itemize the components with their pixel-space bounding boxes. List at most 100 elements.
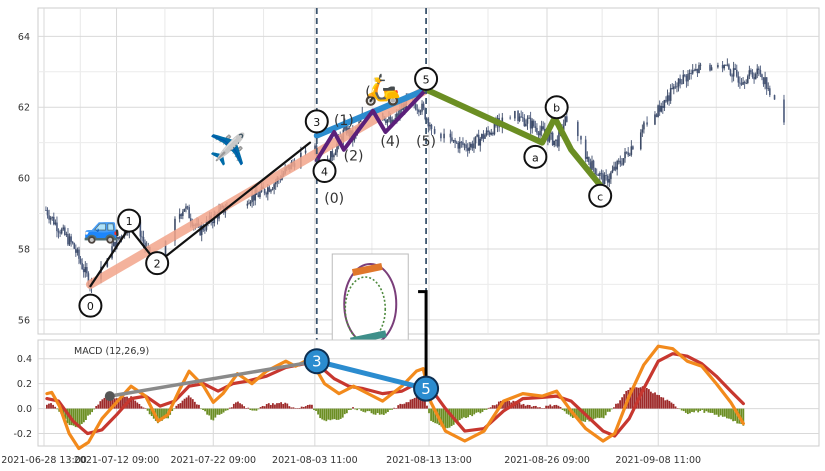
candle-body <box>488 132 491 135</box>
wave-label-text: c <box>597 190 603 203</box>
histogram-bar <box>82 408 85 423</box>
wave-label-1: 1 <box>117 208 142 233</box>
candle-body <box>422 103 425 109</box>
paren-label: (4) <box>380 134 400 150</box>
candle-body <box>723 64 725 69</box>
histogram-bar <box>350 408 352 410</box>
histogram-bar <box>173 408 176 410</box>
histogram-bar <box>76 408 79 428</box>
histogram-bar <box>444 408 447 429</box>
histogram-bar <box>491 405 494 409</box>
histogram-bar <box>393 407 396 409</box>
candle-body <box>200 225 203 236</box>
histogram-bar <box>323 408 326 421</box>
candle-body <box>67 233 69 245</box>
histogram-bar <box>362 408 365 412</box>
histogram-bar <box>329 408 332 421</box>
candle-body <box>695 69 697 71</box>
histogram-bar <box>647 389 650 409</box>
histogram-bar <box>573 408 576 418</box>
histogram-bar <box>48 403 50 409</box>
histogram-bar <box>666 399 669 409</box>
histogram-bar <box>364 408 367 413</box>
candle-body <box>764 77 766 85</box>
candle-body <box>526 118 529 124</box>
candle-body <box>710 67 713 71</box>
candle-body <box>594 168 596 175</box>
macd-y-tick: 0.2 <box>17 379 32 390</box>
candle-body <box>463 144 466 146</box>
histogram-bar <box>107 397 110 409</box>
histogram-bar <box>243 406 246 409</box>
wave-label-c: c <box>588 183 613 208</box>
candle-body <box>263 188 266 194</box>
histogram-bar <box>294 408 297 409</box>
histogram-bar <box>578 408 580 420</box>
candle-body <box>451 137 453 141</box>
paren-label: (5) <box>416 134 436 150</box>
candle-body <box>59 232 61 234</box>
macd-circle-text: 5 <box>421 380 431 398</box>
candle-body <box>534 126 537 128</box>
histogram-bar <box>292 407 295 409</box>
histogram-bar <box>656 394 658 409</box>
histogram-bar <box>274 404 276 409</box>
histogram-bar <box>469 408 472 415</box>
histogram-bar <box>623 394 626 409</box>
candle-body <box>531 120 533 129</box>
candle-body <box>492 132 494 135</box>
candle-body <box>668 95 670 101</box>
histogram-bar <box>222 408 225 413</box>
histogram-bar <box>619 400 621 409</box>
candle-body <box>759 69 762 75</box>
candle-body <box>539 130 541 136</box>
histogram-bar <box>411 398 414 409</box>
histogram-bar <box>130 396 133 409</box>
histogram-bar <box>662 397 665 409</box>
candle-body <box>397 113 400 117</box>
histogram-bar <box>282 403 285 409</box>
histogram-bar <box>682 408 685 412</box>
histogram-bar <box>257 408 260 410</box>
histogram-bar <box>641 386 644 409</box>
histogram-bar <box>187 395 190 409</box>
paren-label: (1) <box>334 113 354 129</box>
histogram-bar <box>280 402 283 409</box>
histogram-bar <box>150 408 153 417</box>
histogram-bar <box>567 408 570 415</box>
candle-body <box>484 135 486 139</box>
candle-body <box>174 218 176 241</box>
candle-body <box>746 76 749 83</box>
histogram-bar <box>138 403 141 409</box>
wave-label-circle <box>588 183 613 208</box>
candle-body <box>487 130 489 133</box>
candle-body <box>532 120 535 127</box>
histogram-bar <box>370 408 373 414</box>
candle-body <box>385 120 387 123</box>
price-y-tick: 56 <box>18 315 30 326</box>
candle-body <box>553 140 556 146</box>
histogram-bar <box>235 402 237 409</box>
macd-gray-dot <box>104 391 115 402</box>
macd-gray-segment <box>108 359 319 398</box>
candle-body <box>529 117 532 129</box>
candle-body <box>178 214 181 219</box>
candle-body <box>592 160 595 169</box>
histogram-bar <box>467 408 469 418</box>
histogram-bar <box>360 408 363 411</box>
candle-body <box>616 161 618 170</box>
candle-body <box>584 139 587 159</box>
histogram-bar <box>563 408 566 412</box>
candle-body <box>86 267 88 274</box>
macd-title: MACD (12,26,9) <box>74 346 149 357</box>
histogram-bar <box>726 408 728 419</box>
histogram-bar <box>532 406 535 409</box>
candle-body <box>673 86 675 90</box>
candle-body <box>520 116 522 118</box>
candle-body <box>141 236 143 238</box>
candle-body <box>180 214 183 216</box>
candle-body <box>474 136 477 144</box>
histogram-bar <box>615 403 617 409</box>
candle-body <box>737 76 740 83</box>
histogram-bar <box>471 408 474 417</box>
